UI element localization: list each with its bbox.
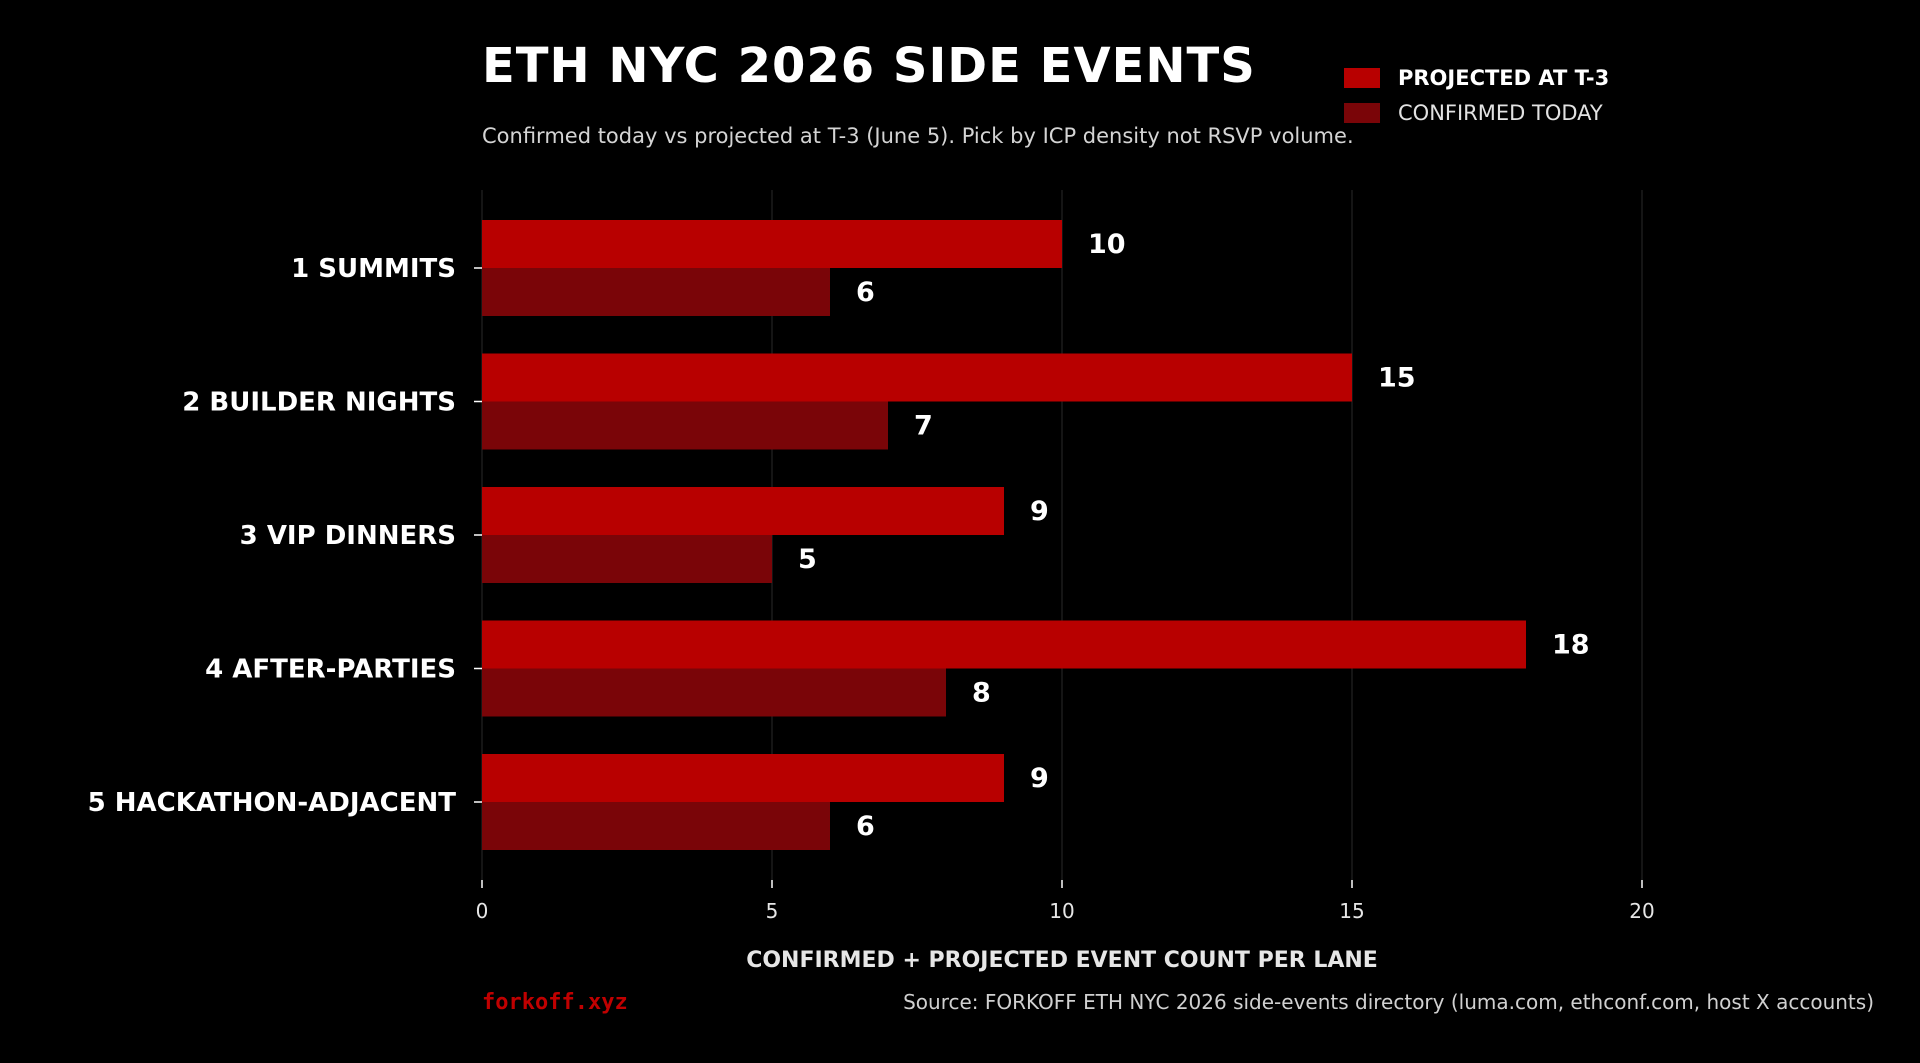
x-tick-label-4: 20 — [1629, 899, 1654, 923]
category-label-3: 3 VIP DINNERS — [240, 521, 456, 551]
chart-title: ETH NYC 2026 SIDE EVENTS — [482, 38, 1256, 94]
bar-confirmed-2 — [482, 401, 888, 450]
bar-projected-1 — [482, 220, 1062, 268]
data-label-projected-2: 15 — [1378, 363, 1416, 394]
legend-item-projected: PROJECTED AT T-3 — [1344, 66, 1609, 90]
data-label-projected-1: 10 — [1088, 229, 1126, 260]
data-label-projected-3: 9 — [1030, 496, 1049, 527]
bar-confirmed-3 — [482, 535, 772, 583]
legend-label-confirmed: CONFIRMED TODAY — [1398, 101, 1603, 125]
bar-projected-5 — [482, 754, 1004, 802]
x-tick-label-2: 10 — [1049, 899, 1074, 923]
data-label-confirmed-3: 5 — [798, 544, 817, 575]
x-axis-label: CONFIRMED + PROJECTED EVENT COUNT PER LA… — [746, 948, 1378, 973]
category-label-1: 1 SUMMITS — [291, 254, 456, 284]
x-tick-label-1: 5 — [766, 899, 779, 923]
chart-subtitle: Confirmed today vs projected at T-3 (Jun… — [482, 124, 1354, 148]
legend-swatch-projected — [1344, 68, 1380, 88]
x-tick-label-0: 0 — [476, 899, 489, 923]
category-label-4: 4 AFTER-PARTIES — [205, 655, 456, 685]
bar-confirmed-5 — [482, 802, 830, 850]
category-label-2: 2 BUILDER NIGHTS — [182, 388, 456, 418]
bar-confirmed-4 — [482, 668, 946, 717]
brand-logo-text[interactable]: forkoff.xyz — [482, 990, 628, 1015]
category-label-5: 5 HACKATHON-ADJACENT — [88, 788, 457, 818]
source-note: Source: FORKOFF ETH NYC 2026 side-events… — [903, 990, 1874, 1014]
data-label-confirmed-4: 8 — [972, 678, 991, 709]
data-label-confirmed-1: 6 — [856, 277, 875, 308]
data-label-confirmed-2: 7 — [914, 411, 933, 442]
legend-label-projected: PROJECTED AT T-3 — [1398, 66, 1610, 90]
data-label-projected-5: 9 — [1030, 763, 1049, 794]
bar-projected-3 — [482, 487, 1004, 535]
bar-projected-2 — [482, 353, 1352, 402]
legend-item-confirmed: CONFIRMED TODAY — [1344, 101, 1603, 125]
legend-swatch-confirmed — [1344, 103, 1380, 123]
data-label-confirmed-5: 6 — [856, 811, 875, 842]
bar-confirmed-1 — [482, 268, 830, 316]
x-tick-label-3: 15 — [1339, 899, 1364, 923]
data-label-projected-4: 18 — [1552, 630, 1590, 661]
bar-projected-4 — [482, 620, 1526, 669]
